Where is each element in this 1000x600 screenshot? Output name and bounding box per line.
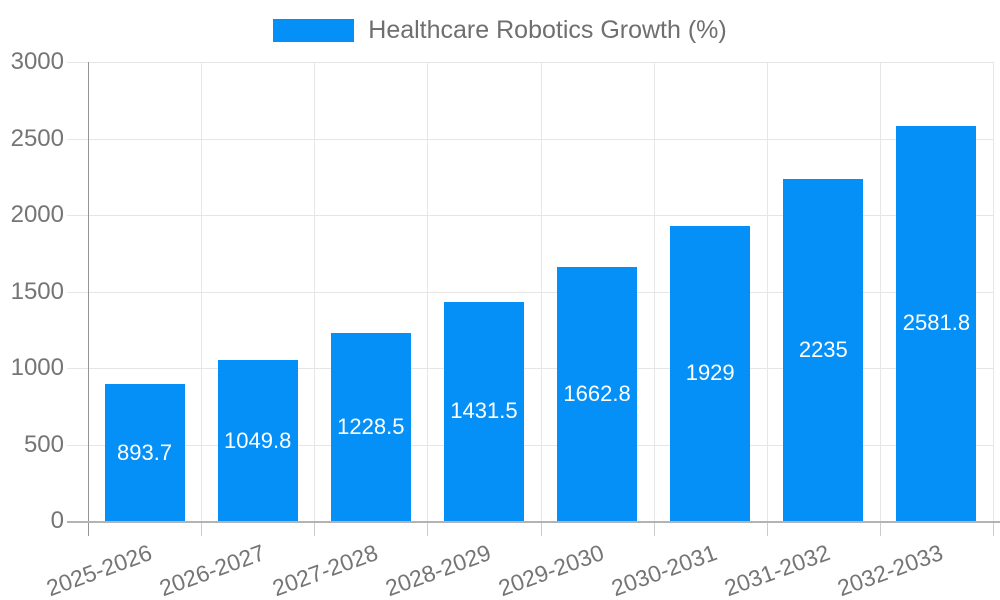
y-tick-label: 1000 — [10, 354, 64, 381]
x-tick-label: 2026-2027 — [155, 539, 268, 600]
y-tick — [67, 368, 88, 369]
bar: 1049.8 — [217, 360, 298, 521]
bar-value-label: 1431.5 — [450, 398, 518, 424]
x-gridline — [314, 62, 316, 521]
x-tick-label: 2028-2029 — [381, 539, 495, 600]
y-tick — [67, 62, 88, 63]
y-tick-label: 2500 — [10, 124, 64, 152]
x-tick — [766, 521, 768, 536]
bar: 1929 — [670, 225, 751, 521]
x-tick-label: 2030-2031 — [608, 539, 721, 600]
y-tick — [67, 215, 88, 216]
x-gridline — [540, 62, 542, 521]
x-gridline — [879, 62, 881, 521]
bar: 2235 — [783, 179, 864, 521]
y-tick-label: 1500 — [10, 277, 64, 305]
x-gridline — [427, 62, 429, 521]
x-gridline — [766, 62, 768, 521]
x-gridline — [993, 62, 994, 521]
x-tick — [879, 521, 881, 536]
x-tick-label: 2029-2030 — [495, 539, 608, 600]
y-tick-label: 0 — [50, 507, 64, 534]
x-tick-label: 2032-2033 — [834, 539, 947, 600]
bar: 1431.5 — [443, 301, 524, 521]
y-tick — [67, 138, 88, 140]
bar-value-label: 1929 — [685, 360, 735, 386]
bar-value-label: 1662.8 — [563, 380, 631, 406]
legend-label: Healthcare Robotics Growth (%) — [368, 16, 727, 44]
y-tick-label: 2000 — [10, 201, 64, 228]
bar-value-label: 1228.5 — [337, 414, 405, 439]
bar-value-label: 2235 — [798, 337, 848, 362]
x-tick — [201, 521, 203, 536]
y-tick-label: 3000 — [10, 48, 64, 75]
x-tick-label: 2027-2028 — [268, 539, 382, 600]
legend-swatch — [273, 19, 355, 42]
x-tick — [540, 521, 542, 536]
x-gridline — [201, 62, 203, 521]
bar-value-label: 1049.8 — [224, 427, 292, 453]
y-tick-label: 500 — [23, 430, 64, 458]
y-tick — [67, 444, 88, 446]
x-axis-line — [67, 521, 1000, 523]
x-tick — [653, 521, 655, 536]
bar-value-label: 2581.8 — [902, 310, 971, 336]
bar: 1228.5 — [330, 333, 411, 521]
x-tick — [427, 521, 429, 536]
x-gridline — [653, 62, 655, 521]
y-axis-line — [88, 62, 89, 536]
bar: 2581.8 — [896, 125, 977, 521]
bar-value-label: 893.7 — [117, 439, 173, 465]
x-tick-label: 2025-2026 — [42, 539, 155, 600]
x-tick — [314, 521, 316, 536]
y-tick — [67, 291, 88, 293]
legend: Healthcare Robotics Growth (%) — [0, 16, 1000, 45]
x-tick — [993, 521, 994, 536]
bar: 1662.8 — [557, 266, 638, 521]
bar: 893.7 — [104, 384, 185, 521]
x-tick-label: 2031-2032 — [721, 539, 834, 600]
